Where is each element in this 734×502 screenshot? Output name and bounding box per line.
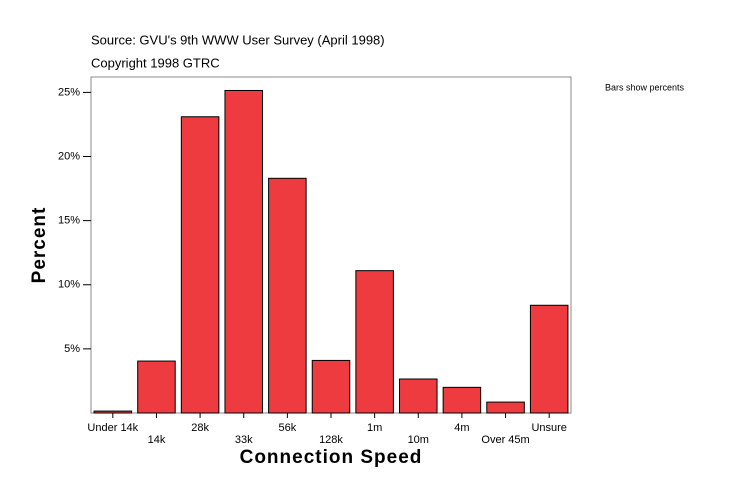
x-tick-label: 10m — [408, 434, 429, 446]
y-tick-label: 5% — [64, 343, 80, 355]
x-axis-title: Connection Speed — [240, 447, 423, 468]
chart-title: Source: GVU's 9th WWW User Survey (April… — [91, 32, 385, 47]
y-tick-label: 10% — [58, 279, 80, 291]
x-tick-label: 1m — [367, 422, 382, 434]
bar — [442, 386, 482, 414]
x-tick-label: 56k — [278, 422, 296, 434]
x-tick-label: 28k — [191, 422, 209, 434]
x-tick-label: 128k — [319, 434, 343, 446]
bar — [180, 116, 220, 414]
bar — [224, 89, 263, 414]
y-tick-label: 20% — [58, 150, 80, 162]
bar — [399, 378, 438, 414]
chart-subtitle: Copyright 1998 GTRC — [91, 55, 220, 70]
x-tick-label: 4m — [454, 422, 469, 434]
plot-area — [90, 76, 572, 414]
bar — [268, 177, 307, 414]
x-tick-label: Under 14k — [87, 422, 138, 434]
y-tick-label: 15% — [58, 215, 80, 227]
bar — [529, 304, 569, 414]
bar — [137, 360, 176, 414]
y-axis-title: Percent — [29, 207, 50, 284]
x-tick-label: Unsure — [531, 422, 566, 434]
y-tick-label: 25% — [58, 86, 80, 98]
x-tick-label: 33k — [235, 434, 253, 446]
bar — [486, 401, 525, 414]
bar — [93, 410, 133, 414]
bar — [355, 270, 394, 414]
bar — [311, 359, 351, 414]
x-tick-label: Over 45m — [481, 434, 529, 446]
annotation: Bars show percents — [605, 82, 685, 92]
x-tick-label: 14k — [148, 434, 166, 446]
